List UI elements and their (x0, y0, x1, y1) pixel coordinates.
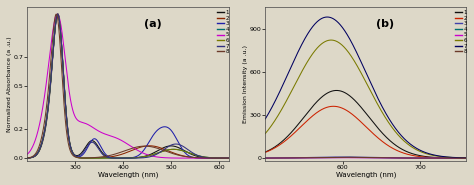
X-axis label: Wavelength (nm): Wavelength (nm) (336, 171, 396, 178)
Legend: 1, 2, 3, 4, 5, 6, 7, 8: 1, 2, 3, 4, 5, 6, 7, 8 (217, 10, 230, 55)
Text: (a): (a) (144, 19, 162, 29)
Y-axis label: Emission Intensity (a .u.): Emission Intensity (a .u.) (243, 45, 248, 123)
X-axis label: Wavelength (nm): Wavelength (nm) (98, 171, 158, 178)
Y-axis label: Normalized Absorbance (a .u.): Normalized Absorbance (a .u.) (7, 36, 12, 132)
Legend: 1, 2, 3, 4, 5, 6, 7, 8: 1, 2, 3, 4, 5, 6, 7, 8 (455, 10, 468, 55)
Text: (b): (b) (376, 19, 394, 29)
